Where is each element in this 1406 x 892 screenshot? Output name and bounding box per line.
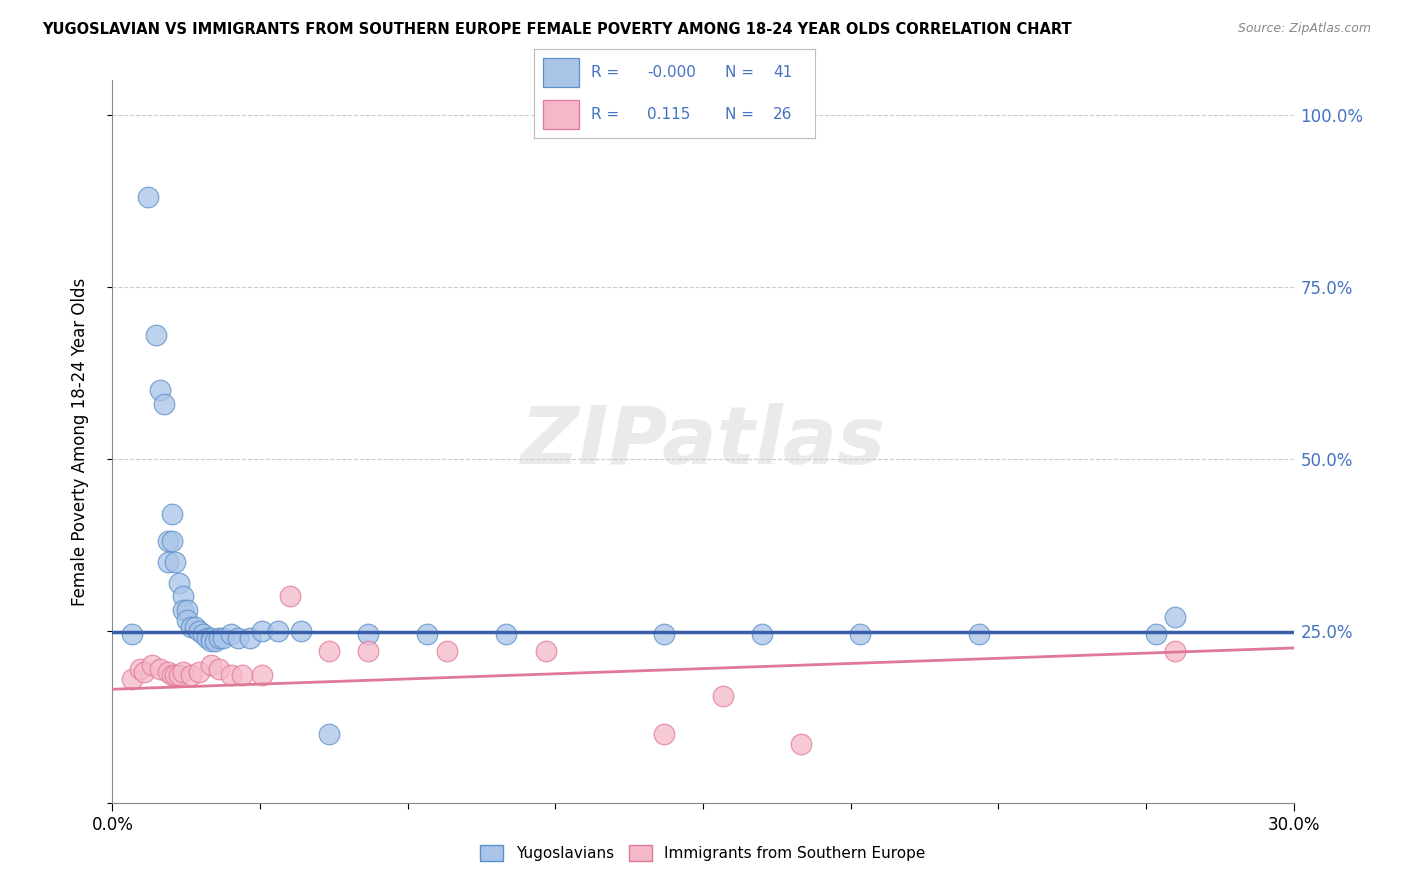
Text: YUGOSLAVIAN VS IMMIGRANTS FROM SOUTHERN EUROPE FEMALE POVERTY AMONG 18-24 YEAR O: YUGOSLAVIAN VS IMMIGRANTS FROM SOUTHERN …: [42, 22, 1071, 37]
FancyBboxPatch shape: [543, 58, 579, 87]
Point: [208, 662, 231, 676]
Point: [172, 665, 194, 679]
Point: [534, 644, 557, 658]
Point: [239, 631, 262, 645]
Point: [790, 737, 813, 751]
Text: -0.000: -0.000: [647, 65, 696, 80]
Point: [211, 631, 233, 645]
Point: [200, 634, 222, 648]
Point: [169, 575, 191, 590]
Text: 26: 26: [773, 107, 793, 122]
Text: 0.115: 0.115: [647, 107, 690, 122]
Point: [156, 555, 179, 569]
Point: [250, 668, 273, 682]
Point: [129, 662, 152, 676]
Point: [169, 668, 191, 682]
Point: [436, 644, 458, 658]
Point: [278, 590, 301, 604]
Point: [267, 624, 290, 638]
Point: [849, 627, 872, 641]
Point: [231, 668, 253, 682]
Point: [219, 627, 242, 641]
Point: [180, 668, 202, 682]
Point: [652, 727, 675, 741]
Point: [176, 614, 198, 628]
Point: [318, 644, 340, 658]
Point: [172, 603, 194, 617]
Point: [751, 627, 773, 641]
Point: [228, 631, 250, 645]
Point: [219, 668, 242, 682]
Point: [145, 327, 167, 342]
Point: [357, 627, 380, 641]
Text: N =: N =: [725, 65, 759, 80]
Point: [290, 624, 312, 638]
Point: [121, 627, 143, 641]
Point: [1164, 610, 1187, 624]
Point: [141, 658, 163, 673]
Legend: Yugoslavians, Immigrants from Southern Europe: Yugoslavians, Immigrants from Southern E…: [474, 839, 932, 867]
Point: [156, 665, 179, 679]
Point: [357, 644, 380, 658]
Point: [1164, 644, 1187, 658]
Point: [165, 668, 187, 682]
Y-axis label: Female Poverty Among 18-24 Year Olds: Female Poverty Among 18-24 Year Olds: [70, 277, 89, 606]
Point: [200, 631, 222, 645]
Point: [156, 534, 179, 549]
Point: [416, 627, 439, 641]
Point: [172, 590, 194, 604]
Point: [1144, 627, 1167, 641]
Point: [967, 627, 990, 641]
Point: [149, 383, 172, 397]
Point: [160, 668, 183, 682]
Point: [208, 631, 231, 645]
Text: ZIPatlas: ZIPatlas: [520, 402, 886, 481]
Point: [191, 627, 214, 641]
Point: [711, 689, 734, 703]
Point: [152, 397, 174, 411]
Point: [188, 665, 211, 679]
Point: [149, 662, 172, 676]
Point: [250, 624, 273, 638]
Point: [184, 620, 207, 634]
Point: [200, 658, 222, 673]
Point: [180, 620, 202, 634]
Point: [188, 624, 211, 638]
Text: Source: ZipAtlas.com: Source: ZipAtlas.com: [1237, 22, 1371, 36]
Point: [652, 627, 675, 641]
Text: 41: 41: [773, 65, 793, 80]
Point: [121, 672, 143, 686]
Point: [195, 631, 218, 645]
Text: R =: R =: [591, 65, 624, 80]
Point: [165, 555, 187, 569]
Point: [204, 634, 226, 648]
Point: [136, 190, 159, 204]
Point: [176, 603, 198, 617]
Point: [495, 627, 517, 641]
Text: N =: N =: [725, 107, 759, 122]
Point: [160, 534, 183, 549]
Text: R =: R =: [591, 107, 624, 122]
FancyBboxPatch shape: [543, 100, 579, 129]
Point: [318, 727, 340, 741]
Point: [132, 665, 155, 679]
Point: [160, 507, 183, 521]
